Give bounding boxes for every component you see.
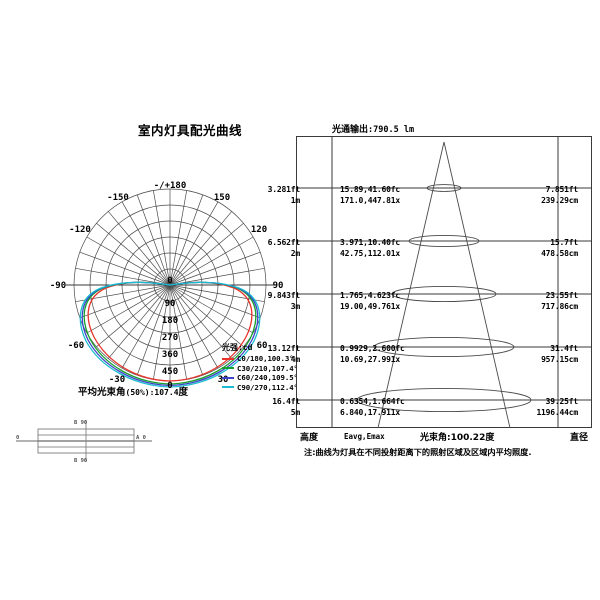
distance-ft-2m: 6.562ft bbox=[267, 238, 301, 247]
distance-ft-5m: 16.4ft bbox=[272, 397, 300, 406]
beam-ellipse-2m bbox=[408, 234, 480, 248]
illuminance-fc-2m: 3.971,10.40fc bbox=[340, 238, 401, 247]
beam-ellipse-1m bbox=[426, 184, 462, 192]
fixture-label-bottom: B 90 bbox=[74, 458, 87, 464]
cone-edge-left bbox=[377, 141, 445, 428]
distance-m-4m: 4m bbox=[290, 355, 300, 364]
footer-eavg-label: Eavg,Emax bbox=[344, 432, 385, 441]
beam-ellipse-5m bbox=[356, 387, 532, 413]
polar-chart-title: 室内灯具配光曲线 bbox=[137, 123, 242, 138]
illuminance-lx-5m: 6.840,17.911x bbox=[340, 408, 401, 417]
legend-item-label: C30/210,107.4° bbox=[237, 363, 298, 373]
illuminance-fc-4m: 0.9929,2.600fc bbox=[340, 344, 405, 353]
polar-radial-tick-450: 450 bbox=[162, 367, 178, 377]
flux-value: :790.5 lm bbox=[368, 125, 415, 135]
polar-angle-label-0: 0 bbox=[167, 381, 172, 390]
average-beam-angle-percent: (50%) bbox=[125, 388, 150, 397]
illuminance-fc-1m: 15.89,41.60fc bbox=[340, 185, 401, 194]
diameter-ft-2m: 15.7ft bbox=[550, 238, 578, 247]
legend-item-label: C0/180,100.3° bbox=[237, 354, 294, 364]
legend-item[interactable]: C30/210,107.4° bbox=[222, 364, 298, 374]
polar-radial-tick-90: 90 bbox=[165, 299, 176, 309]
polar-radial-tick-180: 180 bbox=[162, 316, 178, 326]
polar-radial-tick-360: 360 bbox=[162, 350, 178, 360]
polar-angle-label-30: 30 bbox=[218, 375, 229, 385]
legend-title-text: 光强 bbox=[222, 343, 238, 352]
distance-ft-3m: 9.843ft bbox=[267, 291, 301, 300]
average-beam-angle-label: 平均光束角(50%):107.4度 bbox=[78, 384, 188, 398]
footer-height-label: 高度 bbox=[300, 433, 319, 443]
diameter-cm-3m: 717.86cm bbox=[541, 302, 578, 311]
legend-swatch-icon bbox=[222, 367, 234, 370]
illuminance-fc-5m: 0.6354,1.664fc bbox=[340, 397, 405, 406]
fixture-elevation-drawing: B 90 B 90 0 A 0 bbox=[16, 420, 152, 464]
distance-ft-1m: 3.281ft bbox=[267, 185, 301, 194]
polar-angle-label-neg120: -120 bbox=[69, 225, 91, 235]
legend-swatch-icon bbox=[222, 376, 234, 379]
polar-angle-label-180: -/+180 bbox=[154, 181, 187, 191]
polar-angle-label-150: 150 bbox=[214, 193, 230, 203]
diameter-cm-5m: 1196.44cm bbox=[536, 408, 578, 417]
distance-m-1m: 1m bbox=[290, 196, 300, 205]
legend-title: 光强:cd bbox=[222, 342, 298, 353]
legend-swatch-icon bbox=[222, 386, 234, 389]
legend-item-label: C90/270,112.4° bbox=[237, 382, 298, 392]
legend-item[interactable]: C90/270,112.4° bbox=[222, 383, 298, 393]
distance-ft-4m: 13.12ft bbox=[267, 344, 301, 353]
distance-m-2m: 2m bbox=[290, 249, 300, 258]
beam-ellipse-4m bbox=[373, 336, 515, 358]
illuminance-lx-1m: 171.0,447.81x bbox=[340, 196, 401, 205]
polar-radial-tick-270: 270 bbox=[162, 333, 178, 343]
curve-c90-270 bbox=[79, 281, 261, 388]
average-beam-angle-text: 平均光束角 bbox=[78, 387, 126, 398]
footer-beam-angle: 光束角:100.22度 bbox=[420, 433, 495, 443]
polar-legend: 光强:cd C0/180,100.3° C30/210,107.4° C60/2… bbox=[222, 342, 298, 392]
legend-item[interactable]: C0/180,100.3° bbox=[222, 354, 298, 364]
diameter-cm-1m: 239.29cm bbox=[541, 196, 578, 205]
fixture-label-right: A 0 bbox=[136, 435, 146, 441]
beam-ellipse-3m bbox=[391, 285, 497, 303]
polar-angle-label-neg150: -150 bbox=[107, 193, 129, 203]
legend-item[interactable]: C60/240,109.5° bbox=[222, 373, 298, 383]
diameter-cm-4m: 957.15cm bbox=[541, 355, 578, 364]
illuminance-lx-4m: 10.69,27.991x bbox=[340, 355, 401, 364]
polar-angle-label-neg90: -90 bbox=[50, 281, 66, 291]
distance-m-5m: 5m bbox=[290, 408, 300, 417]
polar-angle-label-neg30: -30 bbox=[109, 375, 125, 385]
fixture-label-top: B 90 bbox=[74, 420, 87, 426]
diameter-ft-1m: 7.851ft bbox=[545, 185, 579, 194]
cone-edge-right bbox=[443, 141, 511, 428]
average-beam-angle-unit: 度 bbox=[178, 387, 189, 398]
polar-angle-label-120: 120 bbox=[251, 225, 267, 235]
polar-angle-label-90: 90 bbox=[273, 281, 284, 291]
diameter-ft-4m: 31.4ft bbox=[550, 344, 578, 353]
cone-note: 注:曲线为灯具在不同投射距离下的照射区域及区域内平均照度. bbox=[304, 447, 532, 457]
polar-intensity-chart: -/+180 -150 150 -120 120 -90 90 -60 60 -… bbox=[50, 181, 284, 390]
polar-radial-tick-0: 0 bbox=[167, 276, 172, 286]
diameter-ft-5m: 39.25ft bbox=[545, 397, 579, 406]
distance-m-3m: 3m bbox=[290, 302, 300, 311]
flux-label-text: 光通输出 bbox=[332, 125, 369, 135]
polar-angle-label-60: 60 bbox=[257, 341, 268, 351]
average-beam-angle-value: :107.4 bbox=[149, 388, 179, 397]
illuminance-lx-3m: 19.00,49.761x bbox=[340, 302, 401, 311]
legend-title-unit: :cd bbox=[238, 343, 253, 352]
illuminance-fc-3m: 1.765,4.623fc bbox=[340, 291, 401, 300]
legend-swatch-icon bbox=[222, 357, 234, 360]
footer-diameter-label: 直径 bbox=[570, 433, 589, 443]
diameter-cm-2m: 478.58cm bbox=[541, 249, 578, 258]
cone-footer: 高度 Eavg,Emax 光束角:100.22度 直径 bbox=[300, 430, 592, 444]
illuminance-lx-2m: 42.75,112.01x bbox=[340, 249, 401, 258]
beam-cone-diagram bbox=[296, 136, 592, 428]
fixture-label-left: 0 bbox=[16, 435, 19, 441]
diameter-ft-3m: 23.55ft bbox=[545, 291, 579, 300]
legend-item-label: C60/240,109.5° bbox=[237, 373, 298, 383]
polar-angle-label-neg60: -60 bbox=[68, 341, 84, 351]
luminous-flux-output-label: 光通输出:790.5 lm bbox=[332, 122, 414, 135]
